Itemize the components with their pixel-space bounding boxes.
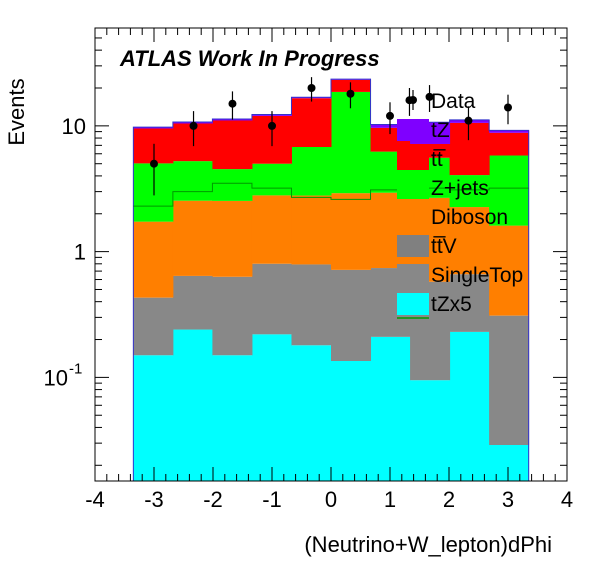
bar-z-jets-0 — [133, 221, 174, 298]
data-point-5 — [346, 89, 355, 98]
legend-tt--2-label: tt̅ — [431, 148, 447, 171]
data-point-9 — [464, 116, 473, 125]
bar-ttv-4 — [291, 264, 332, 346]
bar-z-jets-5 — [331, 193, 372, 270]
bar-tt-8 — [449, 175, 490, 208]
data-point-2 — [228, 99, 237, 108]
legend-tt-v-5-label: tt̅V — [431, 235, 457, 258]
bar-z-jets-2 — [212, 200, 253, 277]
bar-ttv-0 — [133, 297, 174, 356]
bar-singletop-8 — [449, 331, 490, 481]
y-tick-label-0: 10 — [44, 365, 68, 390]
atlas-label: ATLAS Work In Progress — [119, 46, 380, 71]
legend-tzx5-7-swatch — [397, 293, 429, 315]
bar-singletop-3 — [251, 334, 292, 481]
legend-tz-1-label: tZ — [431, 119, 450, 142]
x-tick-label-5: 1 — [384, 487, 396, 512]
bar-singletop-1 — [172, 329, 213, 481]
bar-singletop-6 — [370, 336, 411, 481]
data-point-6 — [386, 111, 394, 120]
bar-tt-9 — [489, 155, 530, 226]
data-point-0 — [150, 159, 158, 168]
bar-singletop-5 — [331, 360, 372, 481]
legend-z-jets-3-label: Z+jets — [431, 177, 489, 200]
y-tick-exponent-0: -1 — [69, 360, 82, 377]
data-point-1 — [189, 121, 198, 130]
bar-tt-3 — [251, 163, 292, 196]
data-point-8 — [425, 92, 434, 101]
bar-ttv-3 — [251, 263, 292, 335]
bar-tz-8 — [449, 122, 490, 176]
bar-z-jets-1 — [172, 200, 213, 276]
bar-singletop-9 — [489, 444, 530, 481]
legend-tzx5-7-label: tZx5 — [431, 293, 472, 316]
bar-singletop-0 — [133, 355, 174, 481]
legend-diboson-4-label: Diboson — [431, 206, 508, 229]
data-point-3 — [268, 121, 276, 130]
bar-z-jets-8 — [449, 207, 490, 275]
legend-tt-v-5-swatch — [397, 235, 429, 257]
bar-ttv-8 — [449, 274, 490, 332]
y-tick-label-1: 1 — [74, 240, 86, 265]
legend: Data tZ tt̅ Z+jets Diboson tt̅V SingleTop tZx5 — [397, 90, 523, 319]
data-point-4 — [307, 84, 316, 93]
bar-tt-0 — [133, 163, 174, 222]
bar-tz-top-0 — [133, 127, 174, 129]
legend-tt--2-swatch — [397, 148, 429, 170]
x-axis-label: (Neutrino+W_lepton)dPhi — [304, 532, 552, 557]
data-points — [150, 77, 512, 196]
x-tick-label-0: -4 — [85, 487, 105, 512]
legend-data-0-label: Data — [431, 90, 476, 113]
x-tick-label-7: 3 — [502, 487, 514, 512]
bar-tt-1 — [172, 161, 213, 201]
legend-singletop-6-swatch — [397, 264, 429, 286]
signal-line — [133, 182, 529, 207]
x-tick-label-8: 4 — [561, 487, 573, 512]
bar-tt-2 — [212, 169, 253, 201]
bar-z-jets-3 — [251, 195, 292, 264]
x-tick-label-2: -2 — [203, 487, 223, 512]
stack-bars — [132, 78, 530, 481]
bar-tz-0 — [133, 128, 174, 164]
bar-tt-5 — [331, 91, 372, 194]
bar-singletop-2 — [212, 355, 253, 481]
y-tick-label-2: 10 — [62, 114, 86, 139]
bar-ttv-1 — [172, 275, 213, 330]
bar-tz-2 — [212, 120, 253, 170]
legend-tz-1-swatch — [397, 119, 429, 141]
legend-data-0-marker — [409, 96, 417, 104]
bar-tz-4 — [291, 98, 332, 147]
signal-step — [133, 182, 529, 207]
bar-ttv-5 — [331, 269, 372, 361]
bar-ttv-2 — [212, 276, 253, 356]
data-point-10 — [504, 103, 512, 112]
legend-singletop-6-label: SingleTop — [431, 264, 523, 287]
x-tick-label-3: -1 — [262, 487, 282, 512]
bar-singletop-4 — [291, 345, 332, 481]
x-tick-label-1: -3 — [144, 487, 164, 512]
legend-diboson-4-swatch — [397, 206, 429, 228]
x-tick-label-6: 2 — [443, 487, 455, 512]
bar-tt-4 — [291, 146, 332, 196]
y-axis-label: Events — [4, 78, 29, 145]
bar-z-jets-9 — [489, 225, 530, 316]
bar-z-jets-4 — [291, 195, 332, 265]
bar-tz-top-2 — [212, 119, 253, 121]
bar-singletop-7 — [410, 380, 451, 481]
bar-tz-top-9 — [489, 130, 530, 133]
bar-ttv-9 — [489, 315, 530, 445]
bar-tz-9 — [489, 132, 530, 156]
legend-z-jets-3-swatch — [397, 177, 429, 199]
x-tick-label-4: 0 — [325, 487, 337, 512]
